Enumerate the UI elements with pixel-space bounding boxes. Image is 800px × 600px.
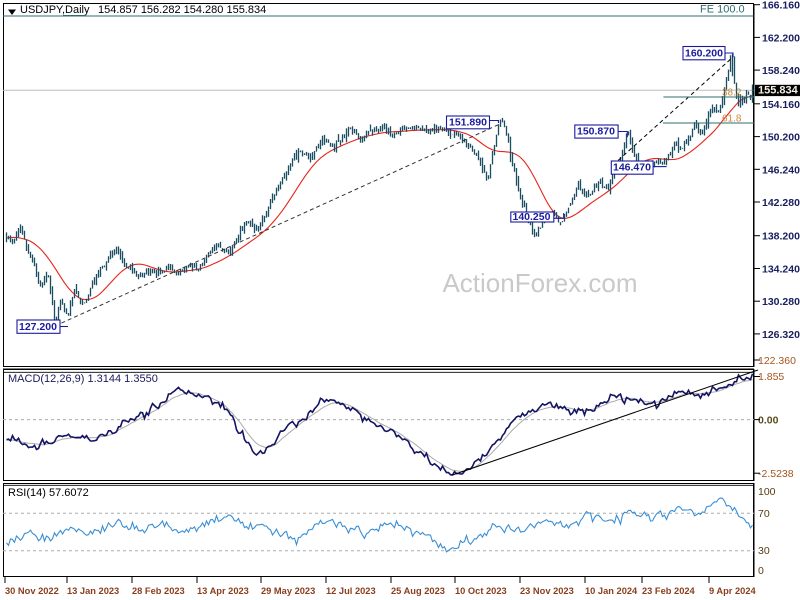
svg-text:138.200: 138.200 bbox=[762, 231, 800, 243]
svg-text:23 Feb 2024: 23 Feb 2024 bbox=[642, 586, 696, 596]
svg-text:10 Jan 2024: 10 Jan 2024 bbox=[585, 586, 638, 596]
svg-text:30: 30 bbox=[758, 545, 770, 557]
svg-text:146.240: 146.240 bbox=[762, 164, 800, 176]
svg-text:134.240: 134.240 bbox=[762, 264, 800, 276]
svg-text:154.160: 154.160 bbox=[762, 99, 800, 111]
svg-text:9 Apr 2024: 9 Apr 2024 bbox=[709, 586, 757, 596]
svg-text:29 May 2023: 29 May 2023 bbox=[261, 586, 315, 596]
svg-text:MACD(12,26,9) 1.3144 1.3550: MACD(12,26,9) 1.3144 1.3550 bbox=[8, 373, 158, 385]
svg-text:0.00: 0.00 bbox=[758, 415, 779, 427]
svg-text:38.2: 38.2 bbox=[722, 88, 742, 99]
svg-text:23 Nov 2023: 23 Nov 2023 bbox=[520, 586, 574, 596]
svg-text:160.200: 160.200 bbox=[685, 47, 723, 59]
svg-text:13 Apr 2023: 13 Apr 2023 bbox=[197, 586, 249, 596]
svg-text:70: 70 bbox=[758, 508, 770, 520]
svg-text:USDJPY,Daily: USDJPY,Daily bbox=[20, 4, 90, 16]
svg-text:140.250: 140.250 bbox=[513, 211, 551, 223]
svg-text:30 Nov 2022: 30 Nov 2022 bbox=[5, 586, 59, 596]
svg-text:142.280: 142.280 bbox=[762, 197, 800, 209]
svg-text:-2.5238: -2.5238 bbox=[758, 468, 794, 480]
svg-text:151.890: 151.890 bbox=[449, 117, 487, 129]
svg-text:154.857 156.282 154.280 155.83: 154.857 156.282 154.280 155.834 bbox=[98, 4, 266, 16]
svg-text:166.160: 166.160 bbox=[762, 0, 800, 12]
svg-text:130.280: 130.280 bbox=[762, 296, 800, 308]
svg-text:150.200: 150.200 bbox=[762, 132, 800, 144]
svg-text:25 Aug 2023: 25 Aug 2023 bbox=[391, 586, 445, 596]
svg-text:0: 0 bbox=[758, 565, 764, 577]
svg-text:13 Jan 2023: 13 Jan 2023 bbox=[67, 586, 119, 596]
svg-text:61.8: 61.8 bbox=[722, 114, 742, 125]
svg-text:10 Oct 2023: 10 Oct 2023 bbox=[455, 586, 507, 596]
svg-text:155.834: 155.834 bbox=[758, 84, 799, 96]
svg-text:150.870: 150.870 bbox=[577, 126, 615, 138]
svg-text:RSI(14) 57.6072: RSI(14) 57.6072 bbox=[8, 487, 89, 499]
svg-text:158.240: 158.240 bbox=[762, 65, 800, 77]
svg-text:146.470: 146.470 bbox=[613, 162, 651, 174]
svg-text:122.360: 122.360 bbox=[758, 355, 796, 367]
svg-text:162.200: 162.200 bbox=[762, 32, 800, 44]
svg-text:FE 100.0: FE 100.0 bbox=[700, 4, 745, 16]
svg-text:1.855: 1.855 bbox=[758, 371, 784, 383]
svg-text:126.320: 126.320 bbox=[762, 329, 800, 341]
svg-text:127.200: 127.200 bbox=[19, 321, 57, 333]
svg-text:ActionForex.com: ActionForex.com bbox=[442, 268, 637, 298]
svg-text:100: 100 bbox=[758, 486, 776, 498]
svg-text:28 Feb 2023: 28 Feb 2023 bbox=[132, 586, 185, 596]
svg-text:12 Jul 2023: 12 Jul 2023 bbox=[326, 586, 376, 596]
